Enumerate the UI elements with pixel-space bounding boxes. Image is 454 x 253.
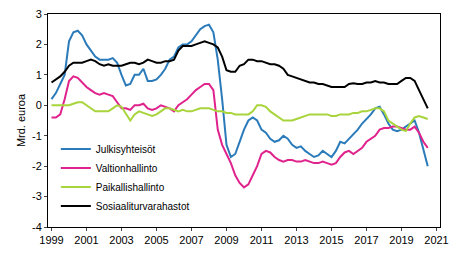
svg-text:2021: 2021 bbox=[424, 234, 448, 246]
svg-text:-4: -4 bbox=[32, 221, 42, 233]
svg-text:Mrd. euroa: Mrd. euroa bbox=[15, 93, 27, 147]
svg-text:1: 1 bbox=[36, 69, 42, 81]
svg-text:2017: 2017 bbox=[354, 234, 378, 246]
svg-text:0: 0 bbox=[36, 99, 42, 111]
svg-text:1999: 1999 bbox=[39, 234, 63, 246]
svg-text:Julkisyhteisöt: Julkisyhteisöt bbox=[96, 144, 156, 155]
svg-text:Valtionhallinto: Valtionhallinto bbox=[96, 163, 158, 174]
svg-text:3: 3 bbox=[36, 8, 42, 20]
svg-text:2015: 2015 bbox=[319, 234, 343, 246]
svg-text:2: 2 bbox=[36, 38, 42, 50]
svg-text:2009: 2009 bbox=[214, 234, 238, 246]
svg-text:2011: 2011 bbox=[250, 234, 274, 246]
svg-text:Paikallishallinto: Paikallishallinto bbox=[96, 182, 165, 193]
svg-text:2013: 2013 bbox=[284, 234, 308, 246]
svg-text:2019: 2019 bbox=[389, 234, 413, 246]
svg-text:2003: 2003 bbox=[109, 234, 133, 246]
svg-text:2005: 2005 bbox=[144, 234, 168, 246]
svg-text:Sosiaaliturvarahastot: Sosiaaliturvarahastot bbox=[96, 201, 190, 212]
svg-text:2007: 2007 bbox=[179, 234, 203, 246]
svg-text:-3: -3 bbox=[32, 190, 42, 202]
svg-text:2001: 2001 bbox=[74, 234, 98, 246]
svg-text:-1: -1 bbox=[32, 130, 42, 142]
svg-text:-2: -2 bbox=[32, 160, 42, 172]
